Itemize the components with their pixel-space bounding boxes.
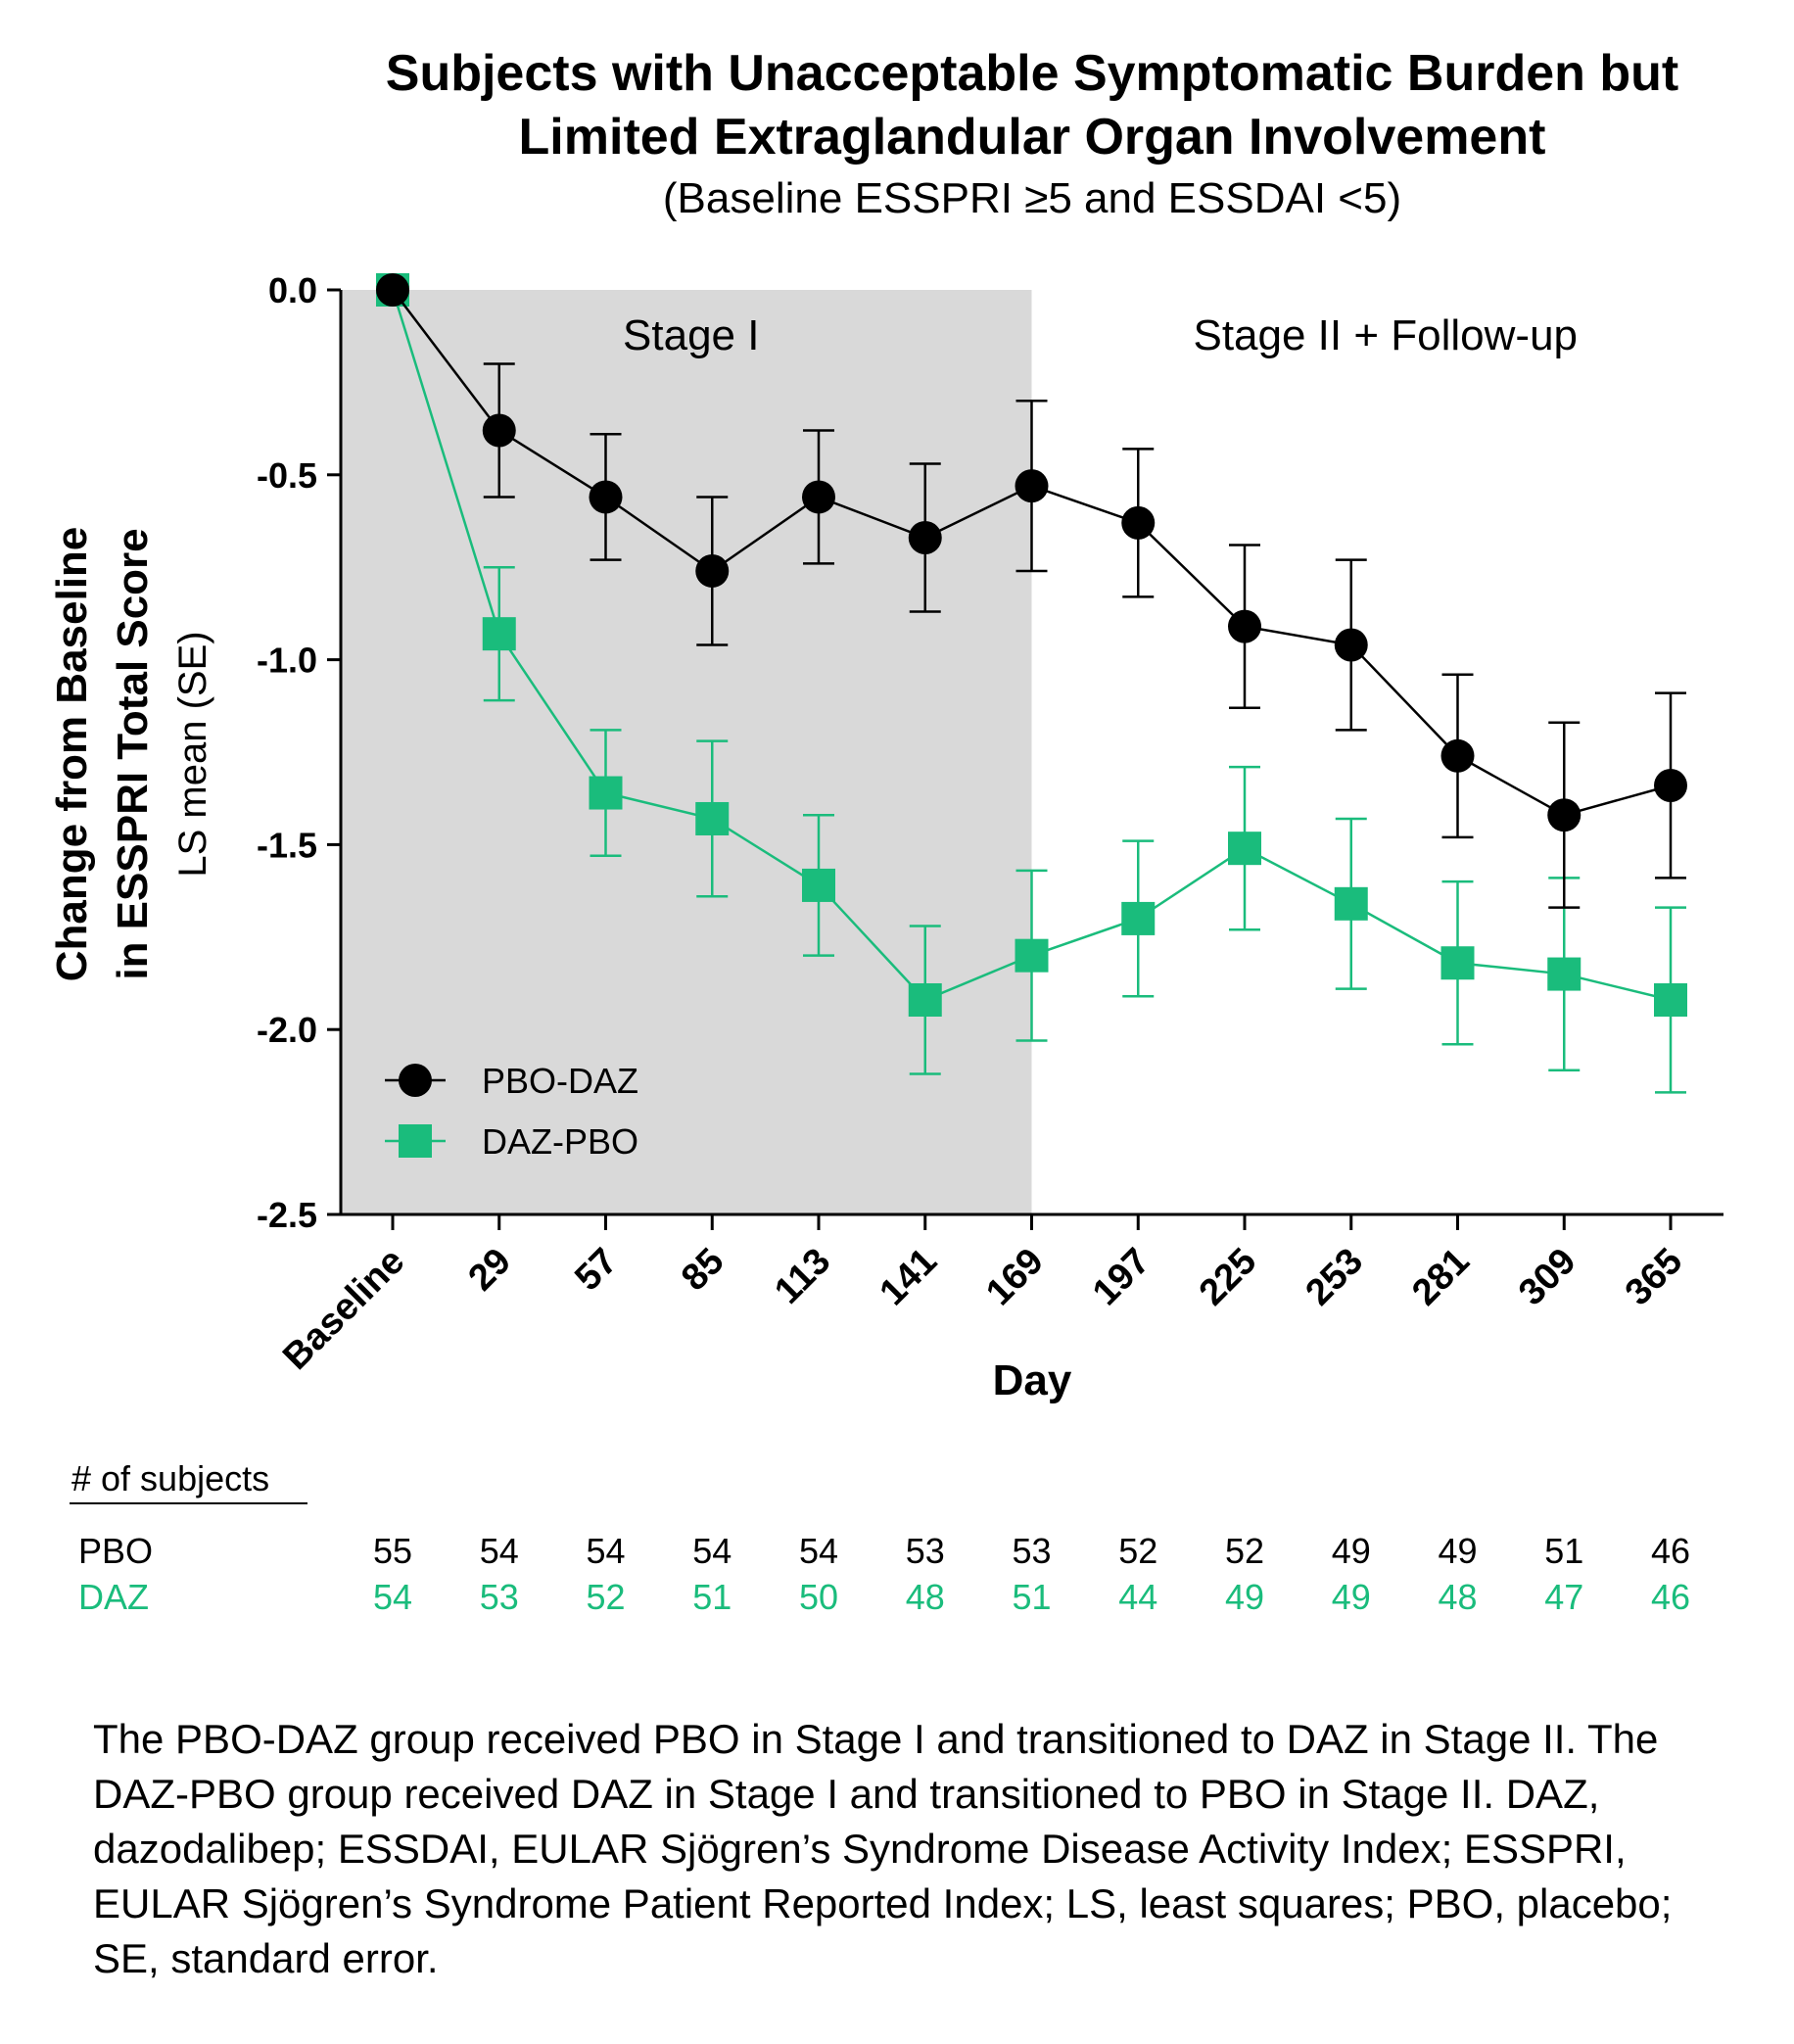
x-tick-label: 141	[873, 1241, 946, 1314]
x-tick-label: 365	[1618, 1241, 1691, 1314]
subjects-count-pbo: 53	[1012, 1531, 1051, 1571]
x-tick-label: 197	[1085, 1241, 1158, 1314]
y-tick-label: -1.0	[257, 641, 317, 681]
subjects-count-daz: 48	[1438, 1577, 1477, 1617]
x-tick-label: 169	[978, 1241, 1052, 1314]
subjects-row-label-pbo: PBO	[78, 1531, 153, 1571]
series-daz-pbo	[376, 273, 1687, 1094]
subjects-count-daz: 44	[1118, 1577, 1157, 1617]
data-point	[695, 553, 730, 588]
subjects-count-daz: 49	[1332, 1577, 1371, 1617]
x-tick-label: Baseline	[275, 1241, 412, 1378]
data-point	[1440, 946, 1475, 980]
data-point	[482, 413, 516, 448]
subjects-count-daz: 51	[1012, 1577, 1051, 1617]
data-point	[1654, 982, 1687, 1017]
data-point	[1228, 609, 1261, 643]
subjects-count-daz: 54	[373, 1577, 412, 1617]
subjects-count-pbo: 55	[373, 1531, 412, 1571]
x-tick-label: 29	[461, 1241, 520, 1300]
data-point	[1334, 886, 1368, 921]
legend-marker-daz-pbo	[399, 1124, 432, 1158]
x-tick-label: 309	[1511, 1241, 1584, 1314]
subjects-count-pbo: 54	[586, 1531, 625, 1571]
y-axis-title-line-1: Change from Baseline	[48, 527, 96, 982]
subjects-count-pbo: 51	[1544, 1531, 1583, 1571]
subjects-count-pbo: 54	[480, 1531, 519, 1571]
data-point	[695, 801, 730, 835]
chart-title-line-1: Subjects with Unacceptable Symptomatic B…	[386, 45, 1678, 102]
stage-i-shaded-region	[341, 290, 1032, 1214]
x-tick-label: 225	[1192, 1241, 1265, 1314]
subjects-count-pbo: 54	[692, 1531, 732, 1571]
subjects-count-daz: 52	[586, 1577, 625, 1617]
subjects-count-daz: 48	[906, 1577, 945, 1617]
data-point	[908, 982, 942, 1017]
legend-label-daz-pbo: DAZ-PBO	[482, 1121, 638, 1162]
subjects-count-daz: 50	[799, 1577, 838, 1617]
subjects-count-pbo: 46	[1651, 1531, 1690, 1571]
series-layer	[376, 273, 1687, 1094]
series-pbo-daz	[376, 273, 1687, 909]
data-point	[1015, 469, 1049, 503]
subjects-count-daz: 49	[1225, 1577, 1264, 1617]
footnote: The PBO-DAZ group received PBO in Stage …	[93, 1716, 1673, 1981]
y-tick-label: 0.0	[268, 270, 317, 310]
y-tick-label: -2.5	[257, 1195, 317, 1235]
x-axis-ticks: Baseline 29 57 85 113 141 169 197 225 253 281 309 36…	[275, 1214, 1690, 1378]
data-point	[802, 868, 835, 902]
legend-label-pbo-daz: PBO-DAZ	[482, 1061, 638, 1101]
y-axis-title-line-2: in ESSPRI Total Score	[109, 528, 157, 979]
legend: PBO-DAZ DAZ-PBO	[385, 1061, 638, 1162]
x-tick-label: 253	[1298, 1241, 1372, 1314]
y-axis-ticks: 0.0 -0.5 -1.0 -1.5 -2.0 -2.5	[257, 270, 341, 1235]
data-point	[908, 520, 942, 554]
data-point	[1654, 768, 1687, 802]
x-axis-title: Day	[993, 1356, 1072, 1404]
chart-title-line-2: Limited Extraglandular Organ Involvement	[519, 109, 1546, 166]
subjects-count-pbo: 53	[906, 1531, 945, 1571]
subjects-count-pbo: 49	[1438, 1531, 1477, 1571]
data-point	[1440, 738, 1475, 773]
subjects-table-values: 55 54 54 54 54 53 53 52 52 49 49 51 46 54 53 52 51 50 48 51…	[373, 1531, 1690, 1617]
subjects-count-pbo: 52	[1225, 1531, 1264, 1571]
data-point	[1121, 505, 1156, 540]
subjects-count-pbo: 49	[1332, 1531, 1371, 1571]
subjects-count-daz: 53	[480, 1577, 519, 1617]
subjects-count-daz: 51	[692, 1577, 732, 1617]
subjects-count-daz: 47	[1544, 1577, 1583, 1617]
data-point	[1547, 957, 1582, 991]
y-axis-title-line-3: LS mean (SE)	[171, 631, 214, 877]
legend-marker-pbo-daz	[399, 1064, 432, 1097]
subjects-count-pbo: 54	[799, 1531, 838, 1571]
y-tick-label: -0.5	[257, 455, 317, 496]
data-point	[1334, 628, 1368, 662]
y-tick-label: -1.5	[257, 825, 317, 865]
data-point	[1121, 901, 1156, 935]
x-tick-label: 281	[1404, 1241, 1478, 1314]
chart-subtitle: (Baseline ESSPRI ≥5 and ESSDAI <5)	[663, 174, 1401, 222]
stage-ii-follow-up-label: Stage II + Follow-up	[1193, 311, 1578, 359]
subjects-count-daz: 46	[1651, 1577, 1690, 1617]
data-point	[376, 273, 409, 307]
subjects-row-label-daz: DAZ	[78, 1577, 149, 1617]
x-tick-label: 85	[674, 1241, 732, 1300]
data-point	[589, 480, 623, 514]
data-point	[802, 480, 835, 514]
data-point	[1015, 938, 1049, 973]
subjects-table-header: # of subjects	[71, 1458, 269, 1498]
x-tick-label: 113	[767, 1241, 838, 1312]
data-point	[482, 617, 516, 651]
y-tick-label: -2.0	[257, 1010, 317, 1050]
x-tick-label: 57	[567, 1241, 626, 1300]
stage-i-label: Stage I	[623, 311, 759, 359]
subjects-count-pbo: 52	[1118, 1531, 1157, 1571]
data-point	[589, 776, 623, 810]
data-point	[1228, 832, 1261, 866]
data-point	[1547, 798, 1582, 832]
